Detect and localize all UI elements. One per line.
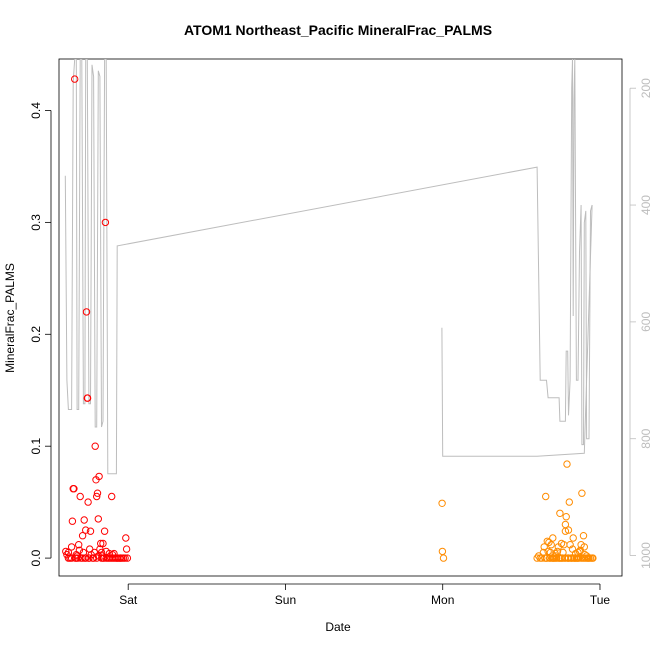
data-point [99,554,107,562]
data-point [64,548,73,557]
data-point [93,492,101,501]
x-tick-label: Mon [431,593,454,607]
data-point [93,489,102,497]
data-point [563,460,571,468]
data-point [86,527,95,535]
data-point [113,554,121,562]
data-point [589,554,597,562]
data-point [545,538,553,547]
data-point [438,547,447,556]
x-axis-label: Date [325,620,351,634]
data-point [121,554,129,562]
data-point [100,527,109,535]
data-point [439,554,448,562]
data-point [122,534,130,542]
data-point [76,492,84,501]
data-point [438,499,446,507]
data-point [91,442,99,450]
data-point [556,509,564,517]
y2-tick-label: 800 [639,428,650,448]
x-tick-label: Sun [275,593,296,607]
plot-frame [58,58,623,577]
y2-tick-label: 1000 [639,542,650,569]
data-point [575,547,584,556]
data-point [94,515,103,523]
data-point [71,75,79,83]
data-point [566,541,574,549]
data-point [101,218,110,227]
x-tick-label: Tue [590,593,611,607]
data-point [75,546,84,554]
y-tick-label: 0.0 [29,549,43,566]
data-point [569,534,577,542]
data-point [122,545,131,553]
y2-tick-label: 400 [639,195,650,215]
data-point [542,492,550,501]
x-tick-label: Sat [119,593,138,607]
data-point [68,517,77,525]
data-point [578,489,586,497]
data-point [84,498,92,506]
data-point [95,472,103,481]
y-axis: 0.0 0.1 0.2 0.3 0.4 [29,102,52,566]
data-point [85,554,93,562]
data-point [560,541,568,549]
data-point [561,520,570,529]
data-point [108,551,117,559]
y-tick-label: 0.4 [29,102,43,119]
data-point [80,516,88,524]
data-point [574,548,582,557]
data-point [579,532,588,540]
data-point [82,308,91,316]
data-point [123,554,132,562]
y-axis-label: MineralFrac_PALMS [3,263,17,373]
data-point [83,394,92,402]
data-point [574,554,582,562]
chart-title: ATOM1 Northeast_Pacific MineralFrac_PALM… [184,22,492,38]
data-point [564,526,573,534]
data-point [96,545,104,553]
secondary-line-segment [441,204,593,457]
y-tick-label: 0.3 [29,214,43,231]
data-point [97,539,105,548]
data-point [580,543,588,551]
x-axis: Sat Sun Mon Tue [119,583,611,607]
data-point [549,534,557,542]
y2-axis: 200 400 600 800 1000 [629,78,650,569]
data-point [105,549,114,558]
data-point [108,492,116,501]
y-tick-label: 0.2 [29,326,43,343]
data-point [547,541,555,549]
data-point [577,554,585,562]
data-point [75,541,83,549]
data-point [562,513,570,521]
data-point [553,547,562,556]
y2-tick-label: 600 [639,312,650,332]
data-point [67,543,76,551]
y-tick-label: 0.1 [29,438,43,455]
y2-tick-label: 200 [639,78,650,98]
data-point [540,543,548,551]
data-point [78,532,87,540]
data-point [82,554,90,562]
data-points-layer [62,75,597,562]
data-point [89,554,98,562]
data-point [565,498,573,506]
data-point [99,539,107,548]
secondary-line [64,59,593,475]
data-point [533,554,541,562]
data-point [70,485,78,493]
data-point [82,526,90,534]
secondary-line-layer [64,59,593,475]
data-point [116,554,125,562]
